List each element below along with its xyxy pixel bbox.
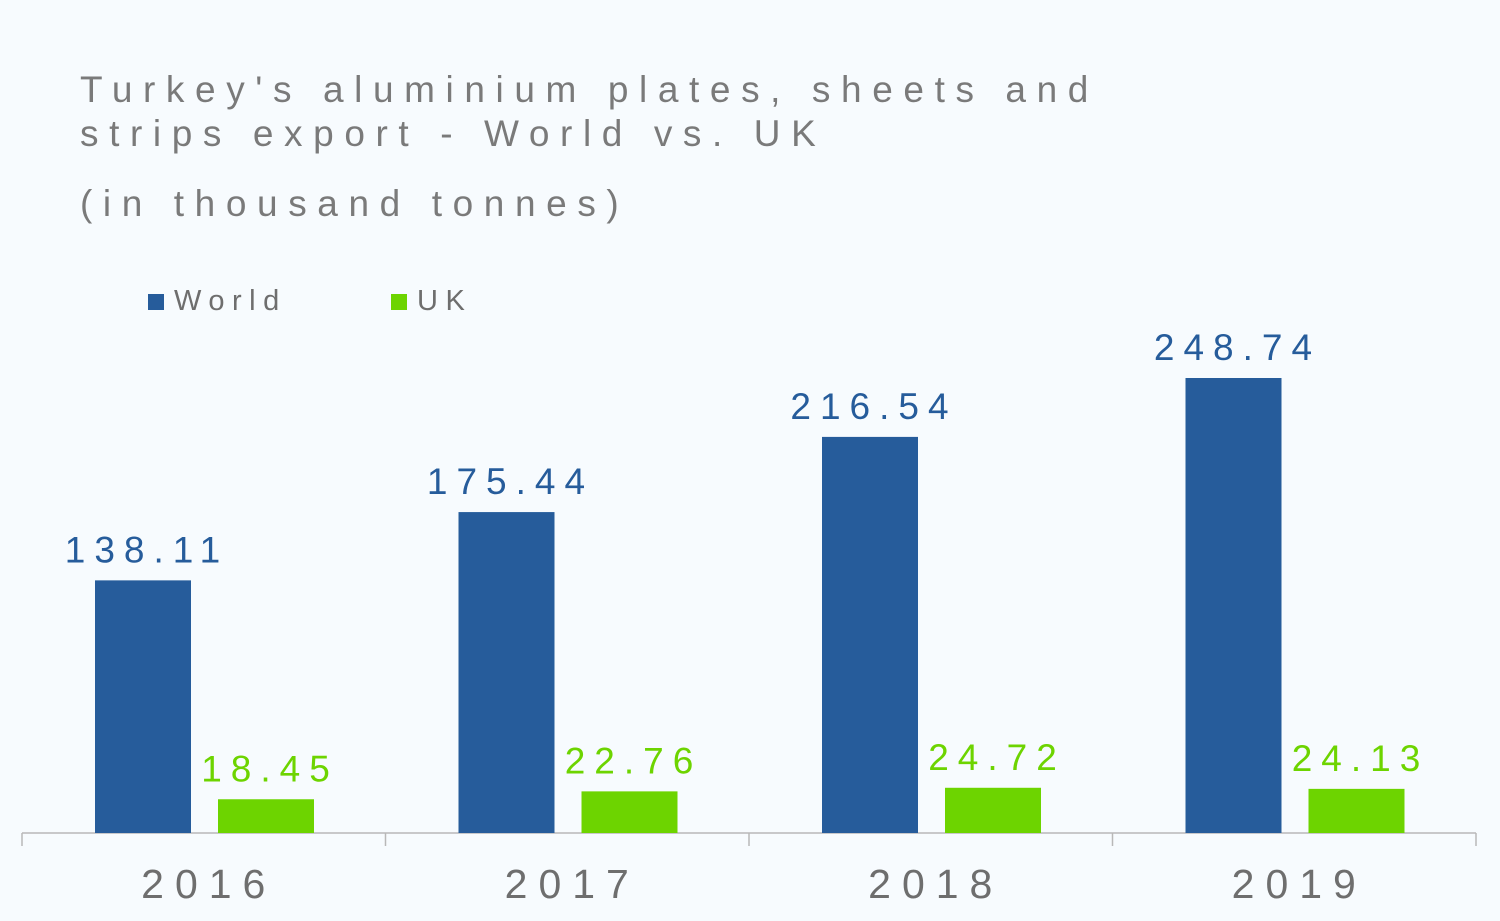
chart-title: Turkey's aluminium plates, sheets and st…	[80, 69, 1099, 154]
legend-item-uk: UK	[391, 285, 472, 318]
legend-swatch-uk	[391, 293, 407, 310]
data-label-uk-2017: 22.76	[565, 740, 703, 781]
bar-world-2018	[822, 436, 918, 833]
data-label-uk-2019: 24.13	[1292, 738, 1430, 779]
bar-uk-2016	[218, 799, 314, 833]
x-tick-label-2018: 2018	[868, 861, 1003, 907]
legend-swatch-world	[148, 293, 164, 310]
legend-label-uk: UK	[417, 285, 473, 317]
bar-world-2016	[95, 580, 191, 833]
bar-world-2017	[458, 512, 555, 833]
data-label-world-2019: 248.74	[1154, 327, 1321, 368]
legend-label-world: World	[174, 285, 287, 317]
x-tick-label-2019: 2019	[1232, 861, 1367, 907]
bar-uk-2017	[581, 791, 678, 833]
data-label-uk-2018: 24.72	[928, 737, 1066, 778]
chart-subtitle: (in thousand tonnes)	[80, 183, 630, 224]
bar-uk-2018	[945, 787, 1041, 833]
data-label-world-2017: 175.44	[427, 461, 594, 502]
bar-uk-2019	[1308, 788, 1405, 833]
data-label-world-2018: 216.54	[790, 386, 957, 427]
x-tick-label-2017: 2017	[505, 861, 640, 907]
legend-item-world: World	[148, 285, 287, 318]
bar-world-2019	[1185, 378, 1282, 833]
data-label-world-2016: 138.11	[65, 529, 229, 570]
data-label-uk-2016: 18.45	[201, 748, 339, 789]
x-tick-label-2016: 2016	[141, 861, 276, 907]
